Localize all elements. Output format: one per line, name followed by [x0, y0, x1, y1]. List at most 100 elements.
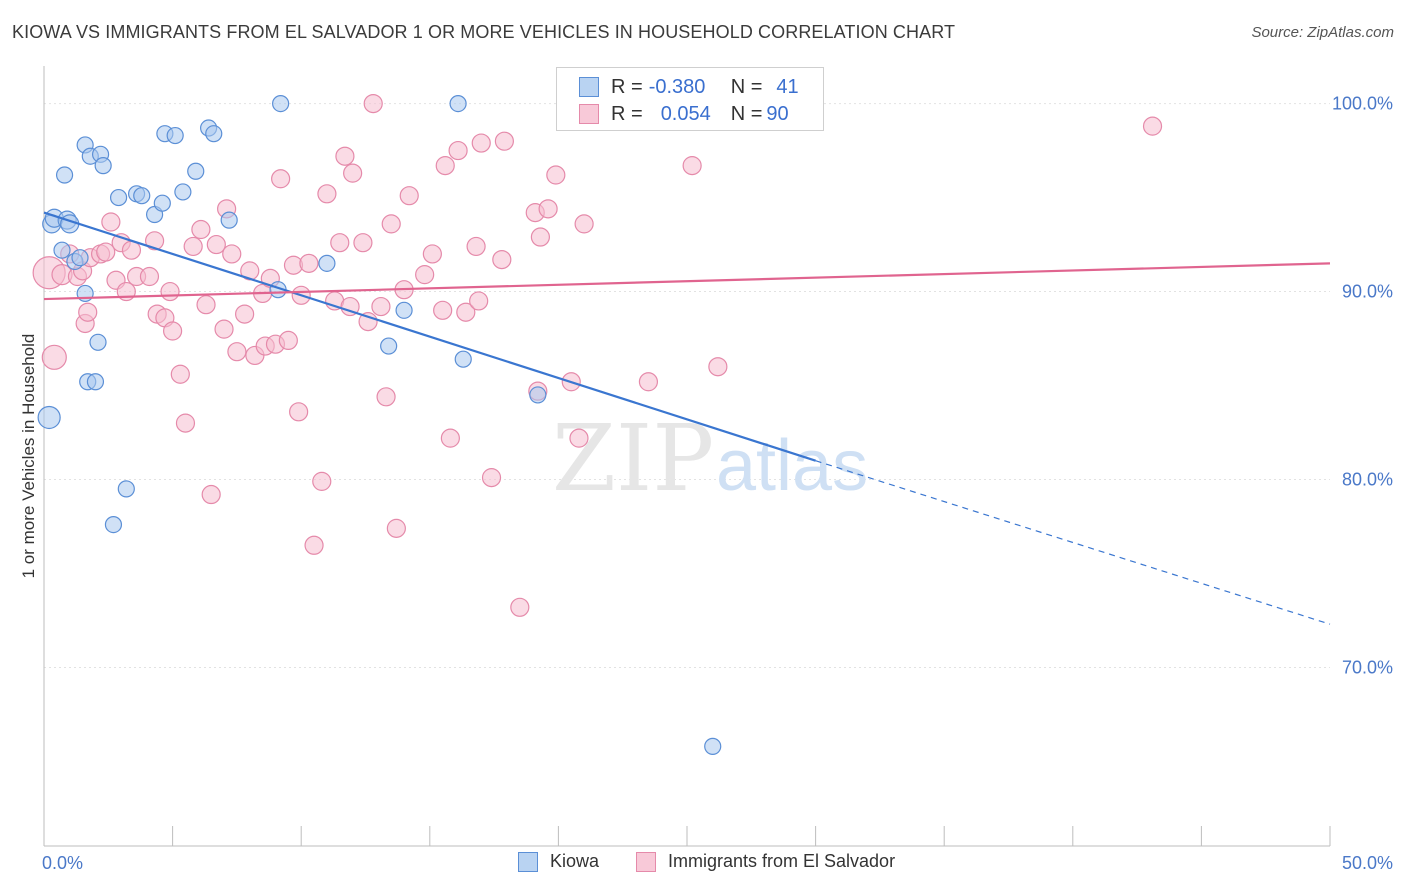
salvador-point	[415, 265, 435, 285]
legend-r-label: R =	[611, 102, 643, 125]
salvador-point	[386, 518, 406, 538]
tick-labels: 100.0% 90.0% 80.0% 70.0% 0.0% 50.0%	[42, 94, 1393, 873]
kiowa-point	[166, 126, 184, 145]
kiowa-point	[109, 188, 128, 207]
y-tick-label: 100.0%	[1332, 94, 1393, 114]
x-tick-label: 50.0%	[1342, 853, 1393, 873]
salvador-point	[160, 281, 180, 302]
y-tick-label: 80.0%	[1342, 469, 1393, 489]
kiowa-trend-extension	[815, 460, 1331, 625]
kiowa-point	[117, 480, 135, 498]
series-immigrants-from-el-salvador	[32, 93, 1163, 617]
legend-r-label: R =	[611, 75, 643, 98]
correlation-legend: R = -0.380 N = 41 R = 0.054 N = 90	[556, 67, 824, 131]
salvador-point	[144, 231, 165, 251]
kiowa-point	[529, 386, 547, 404]
kiowa-point	[55, 166, 74, 184]
kiowa-point	[104, 516, 123, 534]
x-tick-label: 0.0%	[42, 853, 83, 873]
salvador-point	[530, 227, 550, 247]
legend-swatch-salvador	[636, 851, 656, 872]
legend-r-value: -0.380	[648, 75, 706, 98]
chart-title: KIOWA VS IMMIGRANTS FROM EL SALVADOR 1 O…	[12, 22, 956, 42]
legend-swatch-kiowa	[518, 851, 538, 872]
watermark-atlas: atlas	[716, 426, 868, 506]
salvador-point	[399, 186, 419, 206]
salvador-point	[175, 413, 196, 433]
salvador-point	[371, 296, 391, 317]
y-tick-label: 90.0%	[1342, 282, 1393, 302]
kiowa-point	[53, 241, 71, 259]
salvador-point	[481, 468, 502, 488]
watermark: ZIP atlas	[552, 405, 868, 512]
salvador-point	[330, 233, 350, 253]
salvador-point	[278, 330, 298, 351]
salvador-point	[227, 342, 247, 362]
kiowa-point	[153, 194, 171, 212]
legend-label-kiowa: Kiowa	[550, 851, 600, 871]
salvador-point	[78, 302, 98, 322]
salvador-point	[494, 131, 514, 151]
y-axis-title: 1 or more Vehicles in Household	[19, 334, 38, 579]
salvador-point	[271, 169, 291, 189]
salvador-point	[101, 212, 121, 232]
legend-swatch-kiowa	[579, 77, 599, 97]
salvador-point	[235, 304, 255, 324]
salvador-point	[163, 321, 183, 341]
salvador-point	[214, 319, 234, 339]
kiowa-point	[318, 254, 336, 272]
legend-item-salvador: Immigrants from El Salvador	[636, 851, 895, 872]
salvador-point	[312, 471, 332, 491]
legend-r-value: 0.054	[660, 102, 711, 125]
salvador-point	[317, 184, 337, 204]
legend-n-value: 90	[766, 102, 789, 125]
salvador-point	[469, 291, 489, 311]
salvador-point	[289, 402, 309, 422]
salvador-point	[41, 344, 67, 370]
salvador-point	[363, 93, 383, 114]
salvador-point	[343, 163, 363, 183]
salvador-point	[538, 199, 558, 219]
series-legend: Kiowa Immigrants from El Salvador	[0, 851, 1406, 877]
y-tick-label: 70.0%	[1342, 657, 1393, 677]
kiowa-point	[187, 162, 205, 180]
salvador-point	[574, 214, 594, 234]
salvador-point	[299, 253, 319, 273]
kiowa-point	[37, 405, 61, 430]
kiowa-trend-line	[43, 211, 816, 462]
legend-row-salvador: R = 0.054 N = 90	[579, 101, 789, 127]
trend-lines	[43, 211, 1331, 625]
salvador-point	[546, 165, 566, 185]
salvador-point	[471, 133, 491, 153]
salvador-point	[139, 266, 160, 287]
salvador-point	[353, 233, 373, 253]
kiowa-point	[704, 737, 722, 755]
salvador-point	[183, 236, 203, 257]
axes	[43, 66, 1331, 847]
kiowa-point	[94, 157, 112, 175]
salvador-point	[466, 236, 486, 257]
kiowa-point	[133, 187, 151, 205]
salvador-point	[422, 244, 442, 264]
gridlines	[44, 103, 1330, 668]
salvador-point	[196, 295, 216, 315]
salvador-point	[376, 387, 396, 407]
salvador-point	[708, 357, 728, 377]
kiowa-point	[89, 333, 107, 351]
salvador-point	[1142, 116, 1163, 136]
salvador-point	[456, 302, 476, 322]
kiowa-point	[220, 211, 238, 229]
salvador-point	[435, 156, 455, 176]
salvador-point	[448, 140, 468, 161]
salvador-point	[381, 214, 401, 234]
salvador-point	[492, 249, 512, 270]
salvador-point	[682, 156, 702, 176]
kiowa-point	[454, 350, 472, 368]
salvador-point	[510, 597, 530, 617]
salvador-point	[201, 484, 221, 505]
salvador-point	[222, 244, 242, 264]
kiowa-point	[86, 373, 105, 391]
watermark-zip: ZIP	[552, 405, 714, 512]
series-kiowa	[37, 94, 722, 755]
